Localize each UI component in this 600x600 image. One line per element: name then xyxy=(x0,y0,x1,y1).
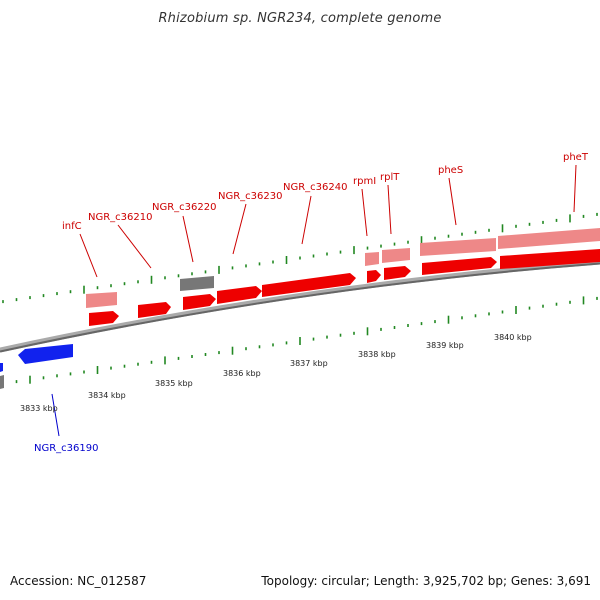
feature-pheT-rna xyxy=(498,228,600,249)
reverse-feature-track xyxy=(0,344,73,389)
rna-feature-track xyxy=(86,228,600,308)
outer-tick-ring xyxy=(2,212,598,304)
scale-label-3840: 3840 kbp xyxy=(494,333,532,342)
gene-label-NGR_c36230: NGR_c36230 xyxy=(218,191,283,202)
label-leaders xyxy=(51,164,577,437)
scale-label-3833: 3833 kbp xyxy=(20,404,58,413)
cds-infC-arrow xyxy=(89,311,119,326)
gene-label-pheS: pheS xyxy=(438,165,463,176)
feature-c36220-other xyxy=(180,276,214,291)
gene-label-infC: infC xyxy=(62,221,82,232)
reverse-edge-grey xyxy=(0,375,4,389)
cds-pheS-arrow xyxy=(422,257,497,275)
feature-infC-rna xyxy=(86,292,117,308)
cds-pheT-arrow xyxy=(500,249,600,269)
scale-label-3834: 3834 kbp xyxy=(88,391,126,400)
gene-label-rpmI: rpmI xyxy=(353,176,376,187)
feature-rpmI-rna xyxy=(365,252,379,266)
reverse-edge-feature xyxy=(0,363,3,372)
cds-rplT-arrow xyxy=(384,266,411,280)
gene-label-pheT: pheT xyxy=(563,152,589,163)
cds-rpmI-arrow xyxy=(367,270,381,283)
feature-pheS-rna xyxy=(420,238,496,256)
backbone-track xyxy=(0,259,600,353)
scale-label-3838: 3838 kbp xyxy=(358,350,396,359)
genome-stats-text: Topology: circular; Length: 3,925,702 bp… xyxy=(261,574,591,588)
scale-label-3835: 3835 kbp xyxy=(155,379,193,388)
cds-c36220-arrow xyxy=(183,294,216,310)
cds-c36240-arrow xyxy=(262,273,356,297)
gene-label-rplT: rplT xyxy=(380,172,400,183)
cds-c36230-arrow xyxy=(217,286,262,304)
scale-label-3839: 3839 kbp xyxy=(426,341,464,350)
scale-label-3836: 3836 kbp xyxy=(223,369,261,378)
scale-label-3837: 3837 kbp xyxy=(290,359,328,368)
gene-label-NGR_c36220: NGR_c36220 xyxy=(152,202,217,213)
cds-c36190-arrow xyxy=(18,344,73,364)
cds-c36210-arrow xyxy=(138,302,171,318)
cds-feature-track xyxy=(89,249,600,326)
accession-text: Accession: NC_012587 xyxy=(10,574,147,588)
gene-label-NGR_c36210: NGR_c36210 xyxy=(88,212,153,223)
feature-rplT-rna xyxy=(382,248,410,263)
map-title: Rhizobium sp. NGR234, complete genome xyxy=(158,11,442,26)
gene-label-NGR_c36190: NGR_c36190 xyxy=(34,443,99,454)
gene-label-NGR_c36240: NGR_c36240 xyxy=(283,182,348,193)
